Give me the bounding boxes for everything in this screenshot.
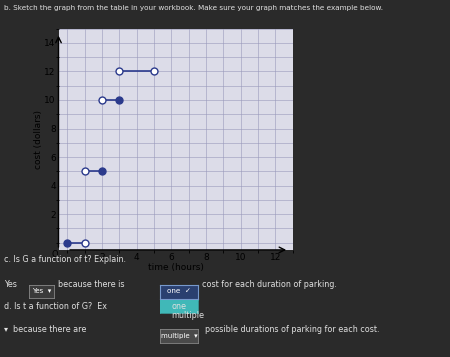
- Text: c. Is G a function of t? Explain.: c. Is G a function of t? Explain.: [4, 255, 126, 264]
- X-axis label: time (hours): time (hours): [148, 263, 203, 272]
- Text: one  ✓: one ✓: [167, 288, 191, 293]
- Text: d. Is t a function of G?  Ex: d. Is t a function of G? Ex: [4, 302, 108, 311]
- Text: Yes  ▾: Yes ▾: [32, 288, 51, 294]
- Text: Yes: Yes: [4, 280, 20, 289]
- Text: ▾  because there are: ▾ because there are: [4, 325, 87, 334]
- Text: possible durations of parking for each cost.: possible durations of parking for each c…: [205, 325, 379, 334]
- Text: b. Sketch the graph from the table in your workbook. Make sure your graph matche: b. Sketch the graph from the table in yo…: [4, 5, 383, 11]
- Text: one: one: [171, 302, 186, 311]
- Text: multiple: multiple: [171, 311, 204, 320]
- Text: because there is: because there is: [58, 280, 125, 289]
- Y-axis label: cost (dollars): cost (dollars): [34, 110, 43, 169]
- Text: O: O: [52, 250, 58, 259]
- Text: multiple  ▾: multiple ▾: [161, 333, 197, 339]
- Text: cost for each duration of parking.: cost for each duration of parking.: [202, 280, 338, 289]
